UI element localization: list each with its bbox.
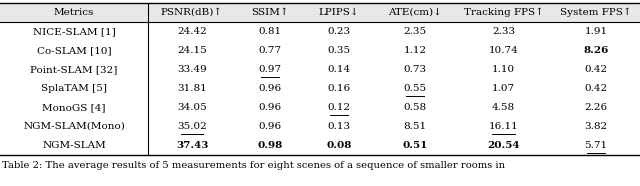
Text: Table 2: The average results of 5 measurements for eight scenes of a sequence of: Table 2: The average results of 5 measur… — [2, 161, 505, 170]
Text: Point-SLAM [32]: Point-SLAM [32] — [30, 65, 118, 74]
Text: 4.58: 4.58 — [492, 103, 515, 112]
Text: 0.12: 0.12 — [328, 103, 351, 112]
Text: 0.98: 0.98 — [257, 141, 283, 150]
Text: 8.51: 8.51 — [403, 122, 427, 131]
Text: 1.91: 1.91 — [584, 27, 607, 36]
Text: 0.51: 0.51 — [403, 141, 428, 150]
Text: 0.35: 0.35 — [328, 46, 351, 55]
Text: 0.42: 0.42 — [584, 84, 607, 93]
Text: PSNR(dB)↑: PSNR(dB)↑ — [161, 8, 223, 17]
Text: ATE(cm)↓: ATE(cm)↓ — [388, 8, 442, 17]
Text: 33.49: 33.49 — [177, 65, 207, 74]
Bar — [0, 3, 640, 22]
Text: 0.14: 0.14 — [328, 65, 351, 74]
Text: 1.07: 1.07 — [492, 84, 515, 93]
Text: 2.35: 2.35 — [403, 27, 427, 36]
Text: Metrics: Metrics — [54, 8, 94, 17]
Text: 34.05: 34.05 — [177, 103, 207, 112]
Text: 1.10: 1.10 — [492, 65, 515, 74]
Text: Tracking FPS↑: Tracking FPS↑ — [463, 8, 543, 17]
Text: 0.16: 0.16 — [328, 84, 351, 93]
Text: 20.54: 20.54 — [487, 141, 520, 150]
Text: SSIM↑: SSIM↑ — [251, 8, 289, 17]
Text: NICE-SLAM [1]: NICE-SLAM [1] — [33, 27, 115, 36]
Text: 0.96: 0.96 — [259, 84, 282, 93]
Text: Co-SLAM [10]: Co-SLAM [10] — [36, 46, 111, 55]
Text: 2.26: 2.26 — [584, 103, 607, 112]
Text: SplaTAM [5]: SplaTAM [5] — [41, 84, 107, 93]
Text: 31.81: 31.81 — [177, 84, 207, 93]
Text: 16.11: 16.11 — [488, 122, 518, 131]
Text: 0.96: 0.96 — [259, 122, 282, 131]
Text: NGM-SLAM(Mono): NGM-SLAM(Mono) — [23, 122, 125, 131]
Text: 5.71: 5.71 — [584, 141, 607, 150]
Text: 0.55: 0.55 — [403, 84, 427, 93]
Text: 24.42: 24.42 — [177, 27, 207, 36]
Text: 1.12: 1.12 — [403, 46, 427, 55]
Text: 37.43: 37.43 — [176, 141, 208, 150]
Text: 0.42: 0.42 — [584, 65, 607, 74]
Text: 8.26: 8.26 — [583, 46, 609, 55]
Text: 0.23: 0.23 — [328, 27, 351, 36]
Text: LPIPS↓: LPIPS↓ — [319, 8, 359, 17]
Text: 24.15: 24.15 — [177, 46, 207, 55]
Text: NGM-SLAM: NGM-SLAM — [42, 141, 106, 150]
Text: 0.58: 0.58 — [403, 103, 427, 112]
Text: 0.77: 0.77 — [259, 46, 282, 55]
Text: 0.97: 0.97 — [259, 65, 282, 74]
Text: 35.02: 35.02 — [177, 122, 207, 131]
Text: MonoGS [4]: MonoGS [4] — [42, 103, 106, 112]
Text: 0.13: 0.13 — [328, 122, 351, 131]
Text: 0.73: 0.73 — [403, 65, 427, 74]
Text: 10.74: 10.74 — [488, 46, 518, 55]
Text: 0.96: 0.96 — [259, 103, 282, 112]
Text: System FPS↑: System FPS↑ — [560, 8, 632, 17]
Text: 0.81: 0.81 — [259, 27, 282, 36]
Text: 2.33: 2.33 — [492, 27, 515, 36]
Text: 0.08: 0.08 — [326, 141, 352, 150]
Text: 3.82: 3.82 — [584, 122, 607, 131]
